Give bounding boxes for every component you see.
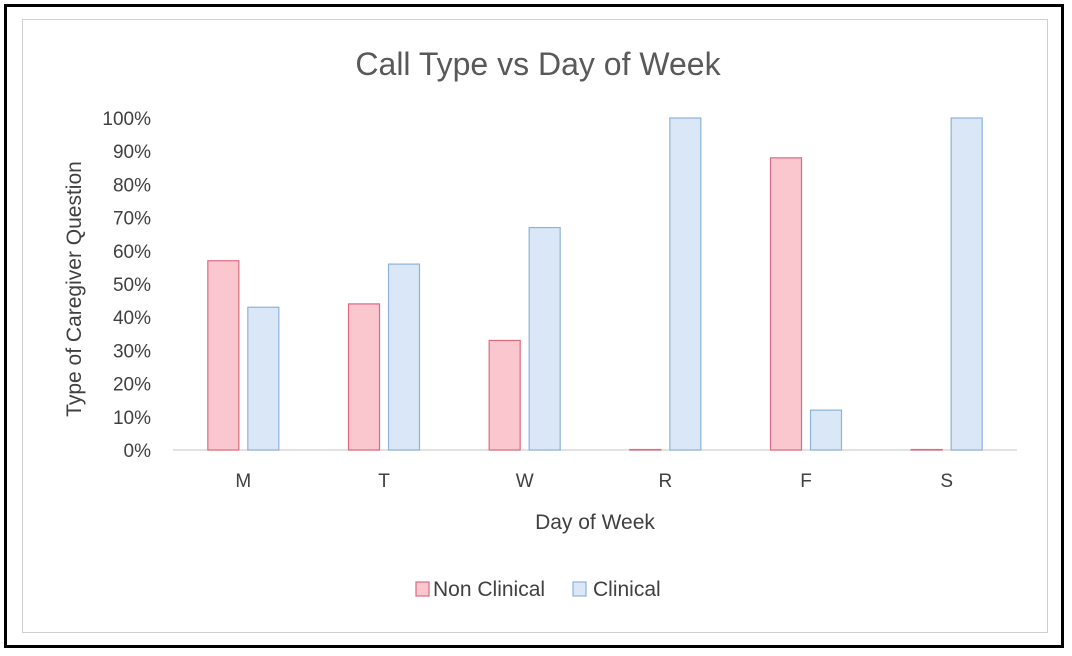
bar-clinical-R xyxy=(669,117,702,451)
y-tick-label: 0% xyxy=(124,441,152,462)
bar-clinical-F xyxy=(809,409,843,451)
bar-clinical-T xyxy=(387,263,421,451)
y-tick-label: 100% xyxy=(102,109,151,130)
x-tick-label: R xyxy=(658,471,672,492)
bar-non-clinical-M xyxy=(207,260,240,451)
x-axis-title: Day of Week xyxy=(535,511,655,534)
y-tick-labels: 0% 10% 20% 30% 40% 50% 60% 70% 80% 90% 100% xyxy=(102,109,151,462)
bar-clinical-W xyxy=(528,226,561,451)
chart-title: Call Type vs Day of Week xyxy=(355,46,721,82)
legend: Non Clinical Clinical xyxy=(415,578,661,601)
legend-label-clinical: Clinical xyxy=(593,578,661,601)
bar-non-clinical-T xyxy=(347,303,381,451)
bar-non-clinical-F xyxy=(769,157,803,451)
legend-swatch-non-clinical xyxy=(415,581,430,597)
x-tick-label: T xyxy=(378,471,390,492)
bar-non-clinical-R xyxy=(629,448,662,451)
y-tick-label: 30% xyxy=(113,341,151,362)
legend-label-non-clinical: Non Clinical xyxy=(433,578,545,601)
y-tick-label: 40% xyxy=(113,308,151,329)
y-tick-label: 20% xyxy=(113,375,151,396)
y-tick-label: 60% xyxy=(113,242,151,263)
bar-non-clinical-S xyxy=(910,448,943,451)
y-tick-label: 70% xyxy=(113,209,151,230)
bar-clinical-S xyxy=(950,117,983,451)
x-tick-label: M xyxy=(235,471,251,492)
y-tick-label: 10% xyxy=(113,408,151,429)
bar-clinical-M xyxy=(247,306,280,451)
legend-swatch-clinical xyxy=(572,581,587,597)
x-tick-label: F xyxy=(800,471,812,492)
bar-non-clinical-W xyxy=(488,339,521,451)
x-tick-label: S xyxy=(940,471,953,492)
y-axis-title: Type of Caregiver Question xyxy=(63,161,86,417)
bars xyxy=(207,117,983,451)
y-tick-label: 90% xyxy=(113,142,151,163)
y-tick-label: 50% xyxy=(113,275,151,296)
x-tick-label: W xyxy=(516,471,534,492)
y-tick-label: 80% xyxy=(113,175,151,196)
